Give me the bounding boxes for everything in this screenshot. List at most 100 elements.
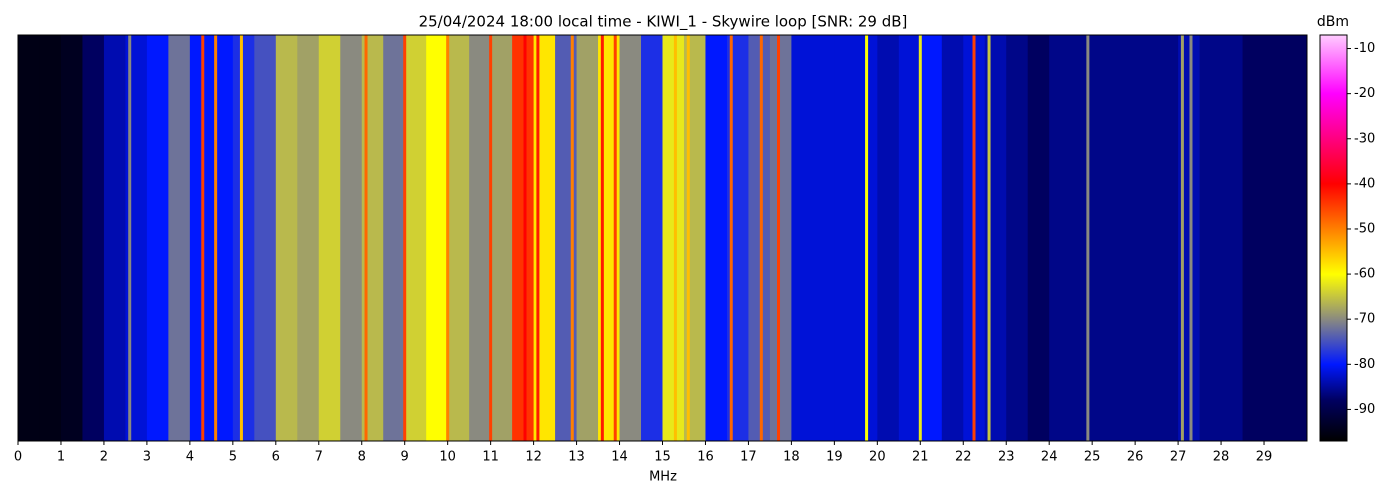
carrier-line (987, 35, 991, 441)
x-tick-label: 29 (1256, 450, 1273, 465)
carrier-line (489, 35, 493, 441)
plot-area (18, 35, 1308, 441)
band-cell (1049, 35, 1072, 441)
band-cell (275, 35, 298, 441)
x-tick-label: 1 (57, 450, 65, 465)
carrier-line (364, 35, 368, 441)
band-cell (254, 35, 277, 441)
x-tick-label: 19 (826, 450, 843, 465)
carrier-line (972, 35, 976, 441)
band-cell (512, 35, 535, 441)
band-cell (469, 35, 492, 441)
x-tick-label: 2 (100, 450, 108, 465)
band-cell (82, 35, 105, 441)
band-cell (232, 35, 255, 441)
band-cell (1264, 35, 1287, 441)
colorbar-tick-label: -10 (1354, 41, 1375, 56)
band-cell (1135, 35, 1158, 441)
band-cell (1092, 35, 1115, 441)
band-cell (426, 35, 449, 441)
band-cell (1221, 35, 1244, 441)
carrier-line (201, 35, 205, 441)
chart-title: 25/04/2024 18:00 local time - KIWI_1 - S… (419, 13, 908, 32)
band-cell (812, 35, 835, 441)
x-axis-label: MHz (649, 470, 677, 485)
carrier-line (1180, 35, 1184, 441)
carrier-line (673, 35, 677, 441)
band-cell (1199, 35, 1222, 441)
carrier-line (1086, 35, 1090, 441)
x-tick-label: 9 (401, 450, 409, 465)
colorbar-tick-label: -30 (1354, 131, 1375, 146)
x-tick-label: 10 (439, 450, 456, 465)
band-cell (60, 35, 83, 441)
x-tick-label: 20 (869, 450, 886, 465)
band-cell (1242, 35, 1265, 441)
band-cell (318, 35, 341, 441)
carrier-line (918, 35, 922, 441)
carrier-line (570, 35, 574, 441)
band-cell (898, 35, 921, 441)
carrier-line (729, 35, 733, 441)
band-cell (168, 35, 191, 441)
band-cell (404, 35, 427, 441)
band-cell (920, 35, 943, 441)
colorbar-tick-label: -90 (1354, 402, 1375, 417)
band-cell (103, 35, 126, 441)
colorbar-tick-label: -80 (1354, 357, 1375, 372)
band-cell (1027, 35, 1050, 441)
band-cell (1113, 35, 1136, 441)
colorbar-tick-label: -40 (1354, 176, 1375, 191)
x-tick-label: 28 (1213, 450, 1230, 465)
band-cell (941, 35, 964, 441)
band-cell (447, 35, 470, 441)
band-cell (834, 35, 857, 441)
band-cell (748, 35, 771, 441)
carrier-line (600, 35, 604, 441)
carrier-line (1189, 35, 1193, 441)
band-cell (705, 35, 728, 441)
x-tick-label: 13 (568, 450, 585, 465)
band-cell (18, 35, 40, 441)
x-tick-label: 18 (783, 450, 800, 465)
band-cell (189, 35, 212, 441)
x-tick-label: 23 (998, 450, 1015, 465)
band-cell (662, 35, 685, 441)
colorbar-tick-label: -50 (1354, 221, 1375, 236)
carrier-line (865, 35, 869, 441)
band-cell (641, 35, 663, 441)
band-cell (1006, 35, 1029, 441)
x-tick-label: 12 (525, 450, 542, 465)
carrier-line (128, 35, 132, 441)
x-tick-label: 11 (482, 450, 499, 465)
band-cell (383, 35, 406, 441)
colorbar-label: dBm (1317, 14, 1349, 30)
carrier-line (214, 35, 218, 441)
x-tick-label: 4 (186, 450, 194, 465)
carrier-line (403, 35, 407, 441)
carrier-line (446, 35, 450, 441)
carrier-line (523, 35, 527, 441)
band-cell (146, 35, 169, 441)
x-tick-label: 8 (358, 450, 366, 465)
carrier-line (777, 35, 781, 441)
colorbar-tick-label: -60 (1354, 267, 1375, 282)
carrier-line (686, 35, 690, 441)
band-cell (39, 35, 62, 441)
band-cell (490, 35, 513, 441)
band-cell (619, 35, 642, 441)
colorbar-tick-label: -20 (1354, 86, 1375, 101)
band-cell (1156, 35, 1179, 441)
x-tick-label: 3 (143, 450, 151, 465)
x-tick-label: 6 (272, 450, 280, 465)
band-cell (877, 35, 900, 441)
x-tick-label: 22 (955, 450, 972, 465)
x-tick-label: 0 (14, 450, 22, 465)
x-tick-label: 21 (912, 450, 929, 465)
band-cell (1285, 35, 1308, 441)
x-tick-label: 7 (315, 450, 323, 465)
band-cell (576, 35, 599, 441)
x-tick-label: 17 (740, 450, 757, 465)
colorbar-tick-label: -70 (1354, 312, 1375, 327)
